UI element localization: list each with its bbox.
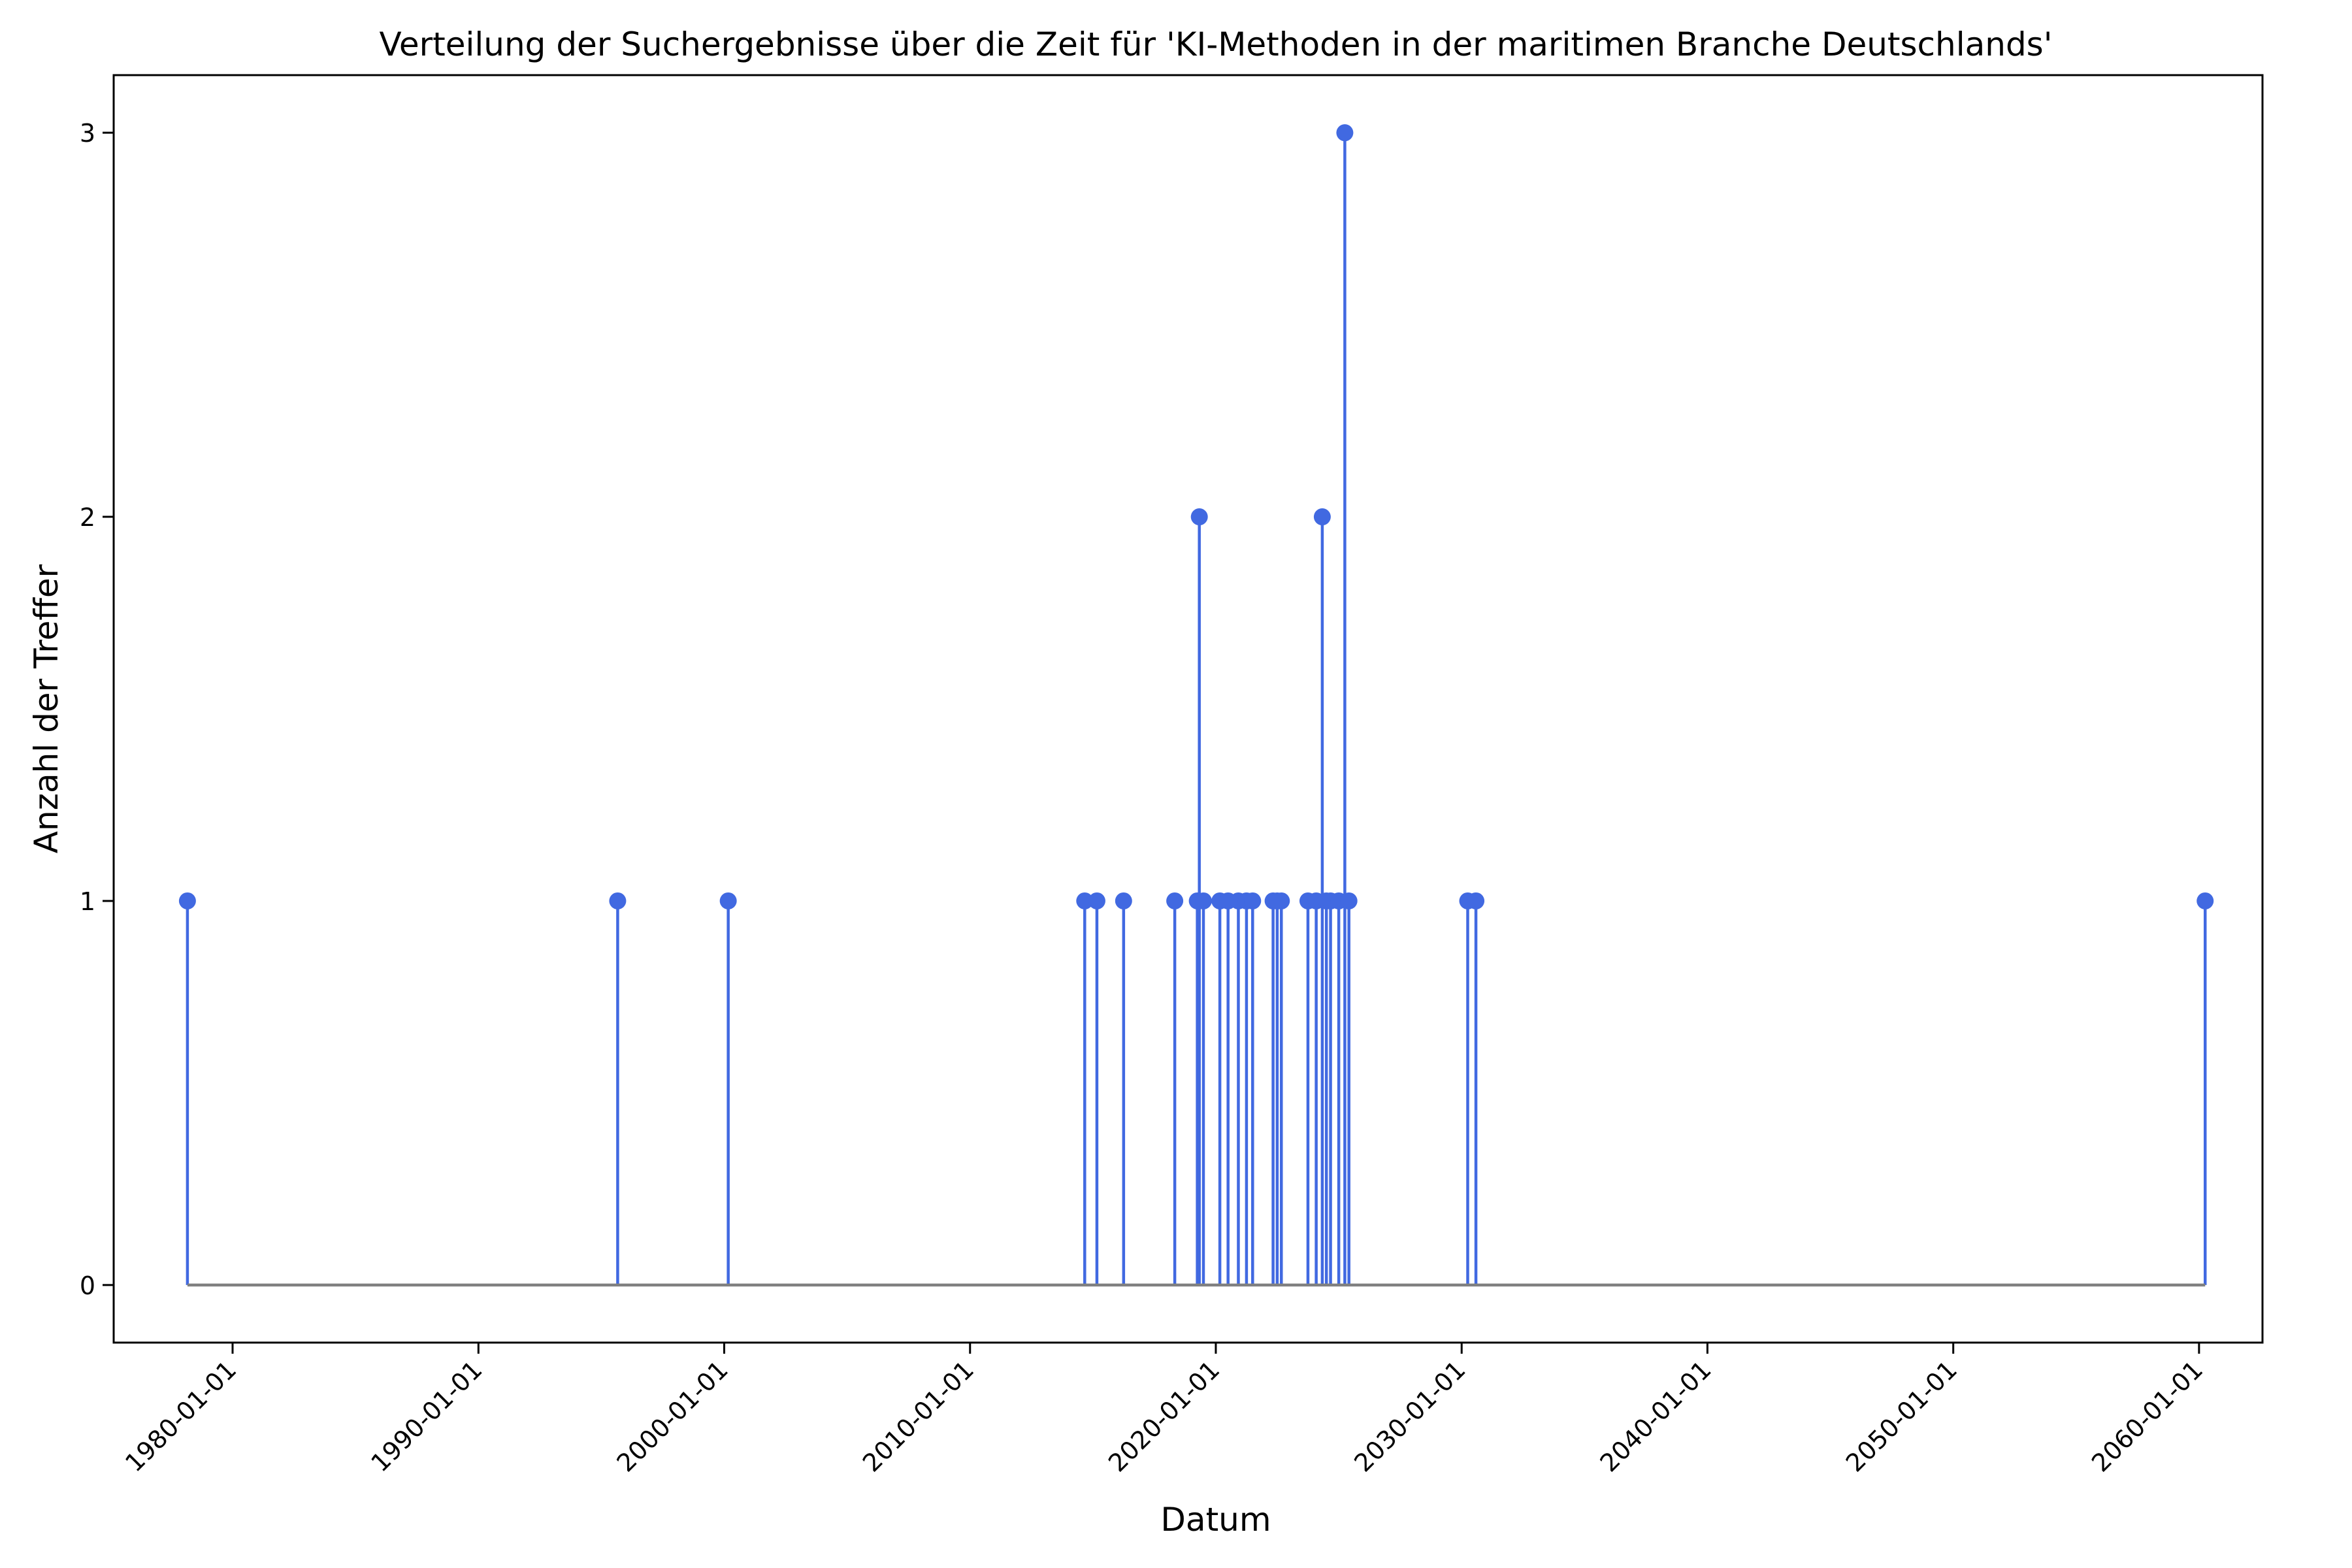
data-point xyxy=(1190,508,1208,526)
y-tick-label: 1 xyxy=(80,887,95,916)
data-point xyxy=(1340,892,1358,909)
plot-area-frame xyxy=(112,74,2264,1344)
data-point xyxy=(1166,892,1184,909)
data-point xyxy=(1313,508,1331,526)
y-tick-label: 0 xyxy=(80,1271,95,1300)
data-point xyxy=(1088,892,1105,909)
data-point xyxy=(1336,124,1354,142)
data-point xyxy=(178,892,196,909)
data-point xyxy=(1244,892,1262,909)
x-axis-label: Datum xyxy=(1160,1501,1271,1539)
chart-title: Verteilung der Suchergebnisse über die Z… xyxy=(380,25,2053,63)
y-axis-label: Anzahl der Treffer xyxy=(27,564,65,853)
data-point xyxy=(1076,892,1094,909)
data-point xyxy=(609,892,627,909)
data-series xyxy=(178,124,2214,1287)
data-point xyxy=(719,892,737,909)
data-point xyxy=(2197,892,2214,909)
y-tick-label: 2 xyxy=(80,503,95,532)
data-point xyxy=(1273,892,1290,909)
data-point xyxy=(1467,892,1485,909)
data-point xyxy=(1194,892,1212,909)
data-point xyxy=(1115,892,1132,909)
y-tick-label: 3 xyxy=(80,119,95,148)
